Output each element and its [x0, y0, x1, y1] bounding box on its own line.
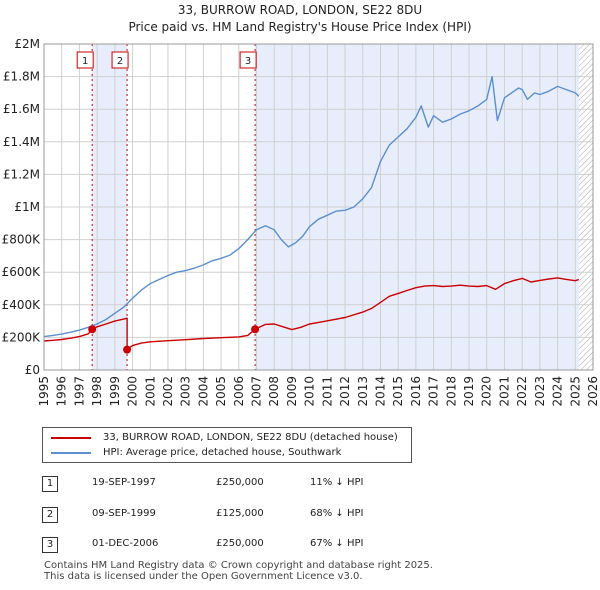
x-tick-label: 2024 [551, 376, 565, 407]
chart-title-line2: Price paid vs. HM Land Registry's House … [128, 20, 471, 34]
x-tick-label: 2025 [568, 376, 582, 407]
x-tick-label: 2014 [373, 376, 387, 407]
transaction-number-badge: 1 [42, 476, 58, 492]
transaction-number-badge: 3 [42, 537, 58, 553]
transaction-marker-label: 1 [82, 56, 88, 67]
x-tick-label: 2003 [179, 376, 193, 407]
footer: Contains HM Land Registry data © Crown c… [44, 560, 433, 582]
transaction-number-badge: 2 [42, 507, 58, 523]
legend-label-property: 33, BURROW ROAD, LONDON, SE22 8DU (detac… [103, 432, 398, 443]
transaction-marker-box [111, 51, 129, 69]
transaction-marker: 1 [76, 51, 94, 69]
y-tick-label: £800K [2, 233, 42, 247]
x-tick-label: 2012 [338, 376, 352, 407]
x-tick-label: 2016 [409, 376, 423, 407]
x-tick-label: 2011 [320, 376, 334, 407]
x-tick-label: 1998 [90, 376, 104, 407]
transaction-point [123, 345, 132, 354]
transaction-marker-box [76, 51, 94, 69]
transaction-date: 09-SEP-1999 [92, 508, 156, 519]
x-tick-label: 2009 [285, 376, 299, 407]
legend-swatch-property [51, 437, 91, 439]
x-tick-label: 2008 [267, 376, 281, 407]
transaction-marker-label: 2 [117, 56, 123, 67]
x-tick-label: 2020 [480, 376, 494, 407]
footer-copyright: Contains HM Land Registry data © Crown c… [44, 560, 433, 571]
x-tick-label: 2010 [303, 376, 317, 407]
chart-title-line1: 33, BURROW ROAD, LONDON, SE22 8DU [178, 3, 422, 17]
y-tick-label: £1M [14, 200, 40, 214]
y-tick-label: £400K [2, 298, 42, 312]
x-tick-label: 1997 [72, 376, 86, 407]
transaction-marker-box [239, 51, 257, 69]
x-tick-label: 2013 [356, 376, 370, 407]
x-tick-label: 2007 [250, 376, 264, 407]
transaction-date: 01-DEC-2006 [92, 538, 159, 549]
y-tick-label: £200K [2, 330, 42, 344]
transaction-price: £250,000 [216, 477, 264, 488]
x-tick-label: 2017 [427, 376, 441, 407]
x-tick-label: 2019 [462, 376, 476, 407]
x-tick-label: 1996 [55, 376, 69, 407]
hpi-series-line [43, 75, 580, 338]
legend: 33, BURROW ROAD, LONDON, SE22 8DU (detac… [42, 427, 412, 463]
x-tick-label: 2002 [161, 376, 175, 407]
property-series-line [43, 277, 580, 351]
y-tick-label: £1.4M [3, 135, 40, 149]
x-tick-label: 2022 [515, 376, 529, 407]
x-tick-label: 2026 [586, 376, 600, 407]
transaction-marker: 3 [239, 51, 257, 69]
x-tick-label: 2018 [444, 376, 458, 407]
transaction-hpi-diff: 11% ↓ HPI [310, 477, 364, 488]
transaction-point [251, 325, 260, 334]
transaction-marker: 2 [111, 51, 129, 69]
x-tick-label: 2006 [232, 376, 246, 407]
x-tick-label: 1999 [108, 376, 122, 407]
y-tick-label: £1.2M [3, 167, 40, 181]
transaction-marker-label: 3 [245, 56, 251, 67]
transaction-price: £125,000 [216, 508, 264, 519]
x-tick-label: 2015 [391, 376, 405, 407]
x-tick-label: 2001 [143, 376, 157, 407]
x-tick-label: 2004 [196, 376, 210, 407]
chart: 33, BURROW ROAD, LONDON, SE22 8DU Price … [2, 3, 600, 407]
plot-frame [43, 43, 594, 371]
transaction-hpi-diff: 67% ↓ HPI [310, 538, 364, 549]
y-tick-label: £0 [25, 363, 40, 377]
transaction-price: £250,000 [216, 538, 264, 549]
footer-license: This data is licensed under the Open Gov… [44, 571, 363, 582]
transaction-hpi-diff: 68% ↓ HPI [310, 508, 364, 519]
x-tick-label: 2021 [497, 376, 511, 407]
transaction-date: 19-SEP-1997 [92, 477, 156, 488]
transaction-point [88, 325, 97, 334]
y-tick-label: £1.6M [3, 102, 40, 116]
x-tick-label: 2005 [214, 376, 228, 407]
x-tick-label: 2000 [126, 376, 140, 407]
x-tick-label: 1995 [37, 376, 51, 407]
legend-label-hpi: HPI: Average price, detached house, Sout… [103, 447, 342, 458]
y-tick-label: £2M [14, 37, 40, 51]
legend-swatch-hpi [51, 452, 91, 454]
y-tick-label: £1.8M [3, 70, 40, 84]
x-tick-label: 2023 [533, 376, 547, 407]
y-tick-label: £600K [2, 265, 42, 279]
